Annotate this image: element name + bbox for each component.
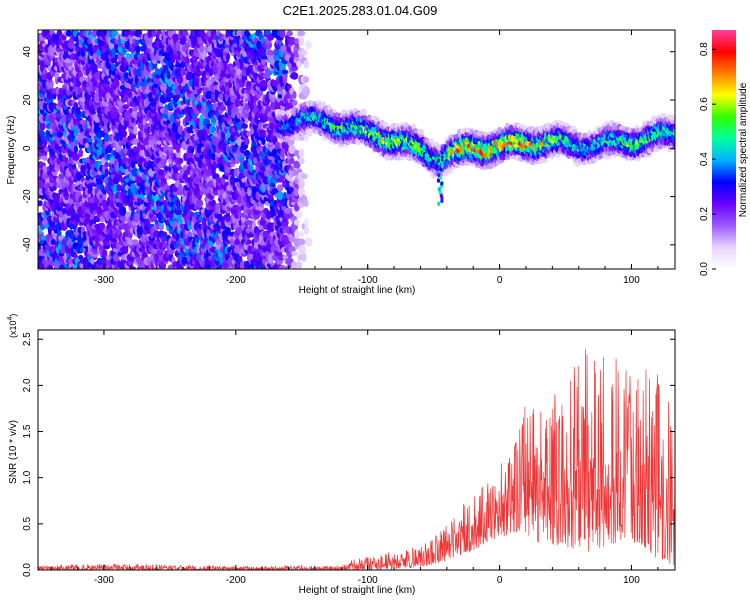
chart-title: C2E1.2025.283.01.04.G09	[283, 3, 438, 18]
noise-cell	[161, 154, 167, 160]
noise-cell	[177, 157, 184, 164]
noise-cell	[40, 121, 46, 131]
noise-cell	[103, 75, 111, 84]
noise-cell	[38, 200, 43, 207]
noise-cell	[64, 157, 69, 165]
noise-cell	[133, 125, 138, 135]
noise-cell	[90, 258, 95, 265]
noise-cell	[304, 237, 313, 247]
noise-cell	[185, 57, 190, 64]
noise-cell	[301, 252, 307, 262]
noise-cell	[53, 193, 61, 199]
noise-cell	[298, 148, 305, 158]
noise-cell	[160, 177, 167, 183]
ridge-cell	[360, 108, 368, 116]
noise-cell	[290, 72, 299, 80]
noise-cell	[104, 161, 110, 168]
noise-cell	[246, 239, 252, 245]
noise-cell	[298, 36, 305, 46]
noise-cell	[302, 86, 310, 97]
ridge-cell	[332, 108, 337, 113]
noise-cell	[225, 52, 231, 61]
noise-cell	[305, 40, 312, 50]
noise-cell	[244, 137, 250, 146]
noise-cell	[104, 168, 109, 177]
noise-cell	[72, 153, 80, 161]
spectrogram-cells	[38, 30, 675, 269]
noise-cell	[280, 148, 285, 158]
noise-cell	[42, 165, 48, 172]
noise-cell	[260, 79, 267, 88]
noise-cell	[234, 98, 241, 108]
noise-cell	[294, 219, 300, 226]
noise-cell	[120, 129, 127, 138]
noise-cell	[294, 38, 300, 45]
noise-cell	[297, 30, 306, 36]
noise-cell	[298, 179, 305, 189]
noise-cell	[241, 123, 248, 129]
noise-cell	[286, 30, 293, 37]
noise-cell	[303, 199, 309, 207]
noise-cell	[281, 69, 289, 75]
noise-cell	[199, 45, 205, 53]
noise-cell	[46, 79, 54, 89]
noise-cell	[294, 229, 300, 239]
noise-cell	[297, 238, 306, 246]
noise-cell	[291, 251, 298, 256]
noise-cell	[187, 231, 192, 238]
noise-cell	[298, 157, 305, 165]
noise-cell	[301, 245, 307, 254]
noise-cell	[96, 129, 104, 139]
noise-cell	[92, 63, 98, 73]
noise-cell	[300, 49, 308, 56]
noise-cell	[178, 184, 183, 192]
noise-cell	[295, 211, 303, 219]
noise-cell	[304, 218, 309, 228]
noise-cell	[91, 30, 99, 38]
noise-cell	[292, 91, 297, 100]
noise-cell	[74, 145, 78, 154]
noise-cell	[87, 183, 93, 193]
noise-cell	[58, 173, 65, 180]
noise-cell	[96, 173, 103, 179]
noise-cell	[296, 261, 302, 269]
noise-cell	[303, 60, 310, 69]
noise-cell	[68, 257, 74, 265]
noise-cell	[300, 173, 308, 180]
noise-cell	[299, 230, 304, 238]
noise-cell	[261, 137, 266, 146]
noise-cell	[76, 107, 81, 115]
noise-cell	[104, 133, 110, 143]
noise-cell	[99, 222, 106, 231]
noise-cell	[101, 249, 108, 258]
noise-cell	[303, 226, 309, 235]
noise-cell	[78, 148, 84, 158]
noise-cell	[291, 99, 298, 106]
noise-cell	[303, 76, 310, 83]
noise-cell	[74, 110, 83, 119]
noise-cell	[164, 165, 169, 172]
noise-cell	[40, 130, 46, 137]
noise-cell	[99, 265, 105, 269]
